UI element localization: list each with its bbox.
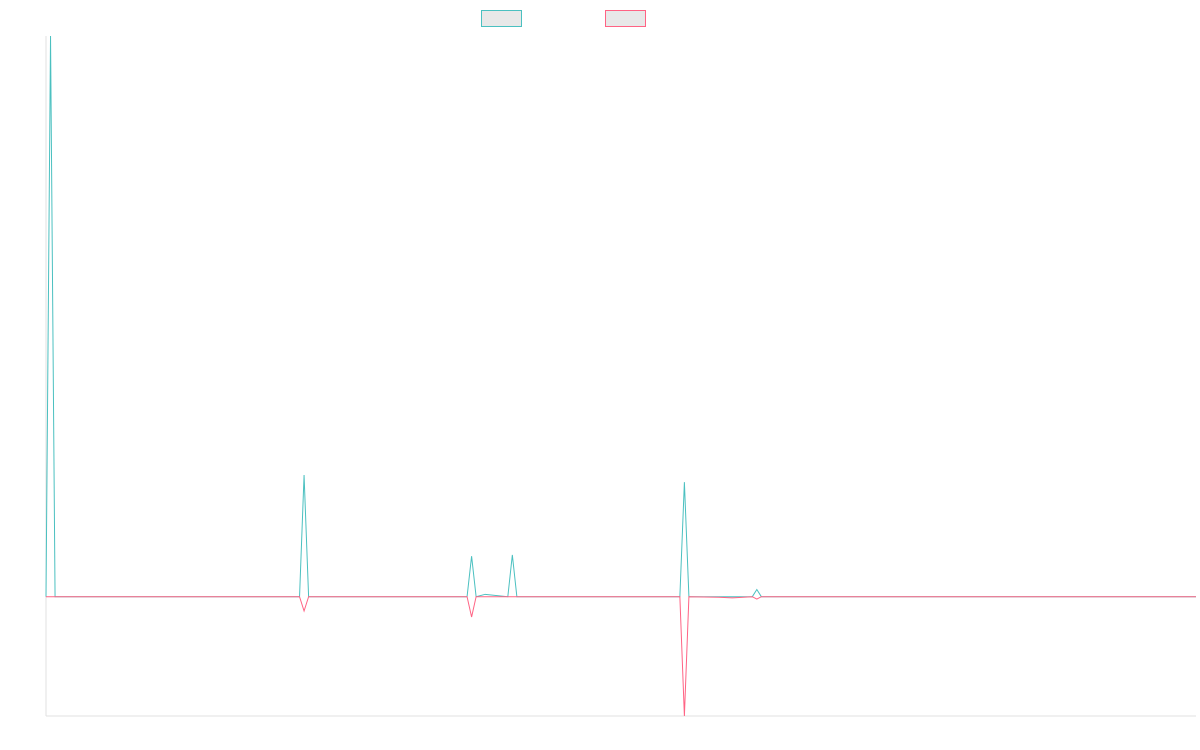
- series-line-2: [46, 596, 1196, 717]
- series-group: [45, 35, 1196, 717]
- legend-swatch-2[interactable]: [605, 10, 646, 27]
- legend-swatch-1[interactable]: [481, 10, 522, 27]
- axes-group: [45, 36, 1196, 717]
- series-line-1: [45, 35, 1196, 598]
- legend[interactable]: [481, 10, 646, 27]
